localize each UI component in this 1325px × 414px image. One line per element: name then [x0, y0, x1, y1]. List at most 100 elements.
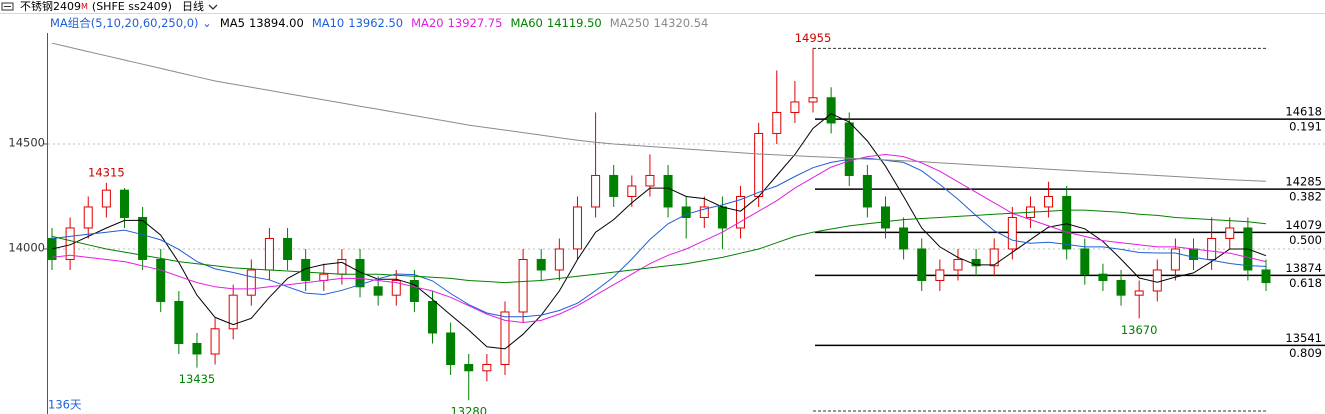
legend-value: 13894.00 — [248, 16, 304, 30]
fib-ratio: 0.618 — [1289, 276, 1322, 290]
legend-value: 14320.54 — [653, 16, 709, 30]
candle-body — [138, 216, 148, 260]
fib-value: 13541 — [1285, 331, 1322, 345]
candle-body — [1098, 273, 1108, 281]
period-chevron[interactable] — [208, 2, 218, 12]
fib-ratio: 0.500 — [1289, 233, 1322, 247]
high-annotation: 14955 — [795, 31, 832, 45]
candle-body — [391, 279, 401, 296]
y-tick-label: 14000 — [8, 240, 45, 254]
legend-item: MA250 14320.54 — [610, 14, 709, 33]
legend-value: 14119.50 — [546, 16, 602, 30]
candle-body — [609, 174, 619, 197]
candle-body — [156, 258, 166, 302]
ma-legend: MA组合(5,10,20,60,250,0) ⌄ MA5 13894.00 MA10… — [50, 14, 708, 33]
legend-value: 13962.50 — [348, 16, 404, 30]
ma-line — [51, 157, 1267, 318]
fib-value: 13874 — [1285, 261, 1322, 275]
candle-body — [681, 206, 691, 218]
candle-body — [1152, 269, 1162, 292]
candle-body — [645, 174, 655, 187]
y-tick-label: 14500 — [8, 135, 45, 149]
legend-name: MA20 — [411, 16, 444, 30]
candle-body — [1044, 195, 1054, 208]
candle-body — [862, 174, 872, 208]
candle-body — [1207, 237, 1217, 260]
header-bar: 不锈钢2409 M (SHFE ss2409) 日线 — [0, 0, 1325, 14]
ma-line — [51, 209, 1267, 284]
candle-body — [880, 206, 890, 229]
bars-label: 136天 — [48, 398, 82, 412]
legend-item: MA10 13962.50 — [312, 14, 403, 33]
candle-body — [554, 248, 564, 271]
candle-body — [953, 258, 963, 271]
symbol: (SHFE ss2409) — [91, 0, 172, 13]
candle-body — [246, 269, 256, 296]
legend-name: MA5 — [219, 16, 245, 30]
candle-body — [627, 185, 637, 197]
legend-item: MA60 14119.50 — [510, 14, 601, 33]
candle-body — [899, 227, 909, 250]
legend-name: MA10 — [311, 16, 345, 30]
candle-body — [1007, 216, 1017, 250]
fib-ratio: 0.191 — [1289, 120, 1322, 134]
period[interactable]: 日线 — [181, 0, 204, 13]
candle-body — [228, 294, 238, 330]
candle-body — [1225, 227, 1235, 239]
ma-line — [51, 113, 1267, 350]
candle-body — [1170, 248, 1180, 271]
candle-body — [935, 269, 945, 281]
menu-icon[interactable] — [0, 1, 16, 13]
candle-body — [337, 258, 347, 275]
candle-body — [500, 311, 510, 365]
candle-body — [446, 332, 456, 365]
candle-body — [373, 286, 383, 296]
ma-group-label: MA组合(5,10,20,60,250,0) — [50, 16, 199, 30]
candle-body — [572, 206, 582, 250]
candle-body — [754, 132, 764, 197]
candle-body — [355, 258, 365, 288]
candle-body — [844, 122, 854, 176]
fib-value: 14285 — [1285, 175, 1322, 189]
legend-item: MA5 13894.00 — [220, 14, 304, 33]
candle-body — [736, 195, 746, 229]
fib-value: 14618 — [1285, 105, 1322, 119]
candle-body — [808, 97, 818, 103]
candle-body — [826, 97, 836, 124]
legend-item: MA20 13927.75 — [411, 14, 502, 33]
ma-line — [51, 153, 1267, 324]
candle-body — [971, 258, 981, 267]
title-mark: M — [81, 1, 88, 11]
candle-body — [591, 174, 601, 208]
fib-ratio: 0.809 — [1289, 346, 1322, 360]
candle-body — [1261, 269, 1271, 284]
fib-value: 14079 — [1285, 218, 1322, 232]
fib-ratio: 0.382 — [1289, 190, 1322, 204]
candle-body — [174, 300, 184, 344]
candle-body — [319, 273, 329, 281]
candle-body — [428, 300, 438, 334]
candle-body — [699, 206, 709, 218]
candle-body — [464, 363, 474, 372]
candle-body — [989, 248, 999, 267]
candle-body — [65, 227, 75, 260]
candle-body — [1062, 195, 1072, 250]
candle-body — [101, 189, 111, 208]
legend-value: 13927.75 — [447, 16, 503, 30]
candle-body — [301, 258, 311, 281]
instrument-title: 不锈钢2409 — [20, 0, 81, 13]
ma-line — [51, 42, 1267, 182]
candle-body — [283, 237, 293, 260]
candle-body — [518, 258, 528, 313]
candle-body — [790, 101, 800, 113]
candle-body — [917, 248, 927, 281]
ma-group[interactable]: MA组合(5,10,20,60,250,0) ⌄ — [50, 16, 212, 30]
candle-body — [409, 279, 419, 302]
candle-body — [717, 206, 727, 229]
low-annotation: 13280 — [450, 405, 487, 414]
candle-body — [663, 174, 673, 208]
candle-body — [1134, 290, 1144, 296]
candle-body — [772, 111, 782, 134]
